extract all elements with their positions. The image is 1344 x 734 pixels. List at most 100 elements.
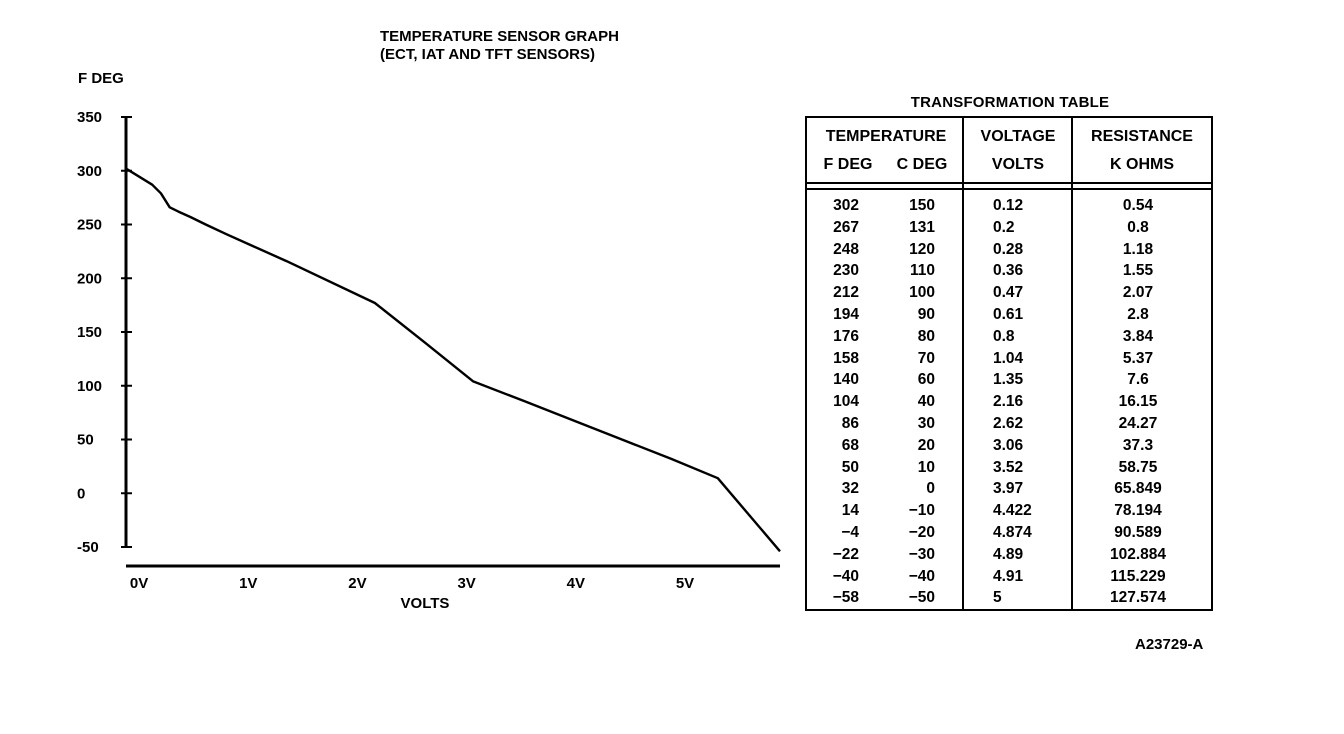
figure-id: A23729-A	[1135, 636, 1204, 653]
cell-f-deg: 86	[841, 414, 859, 432]
table-row: 302 150 0.12 0.54	[807, 197, 1211, 219]
cell-resistance: 16.15	[1118, 393, 1158, 411]
table-row: 104 40 2.16 16.15	[807, 393, 1211, 415]
table-divider	[962, 118, 964, 609]
y-tick-label: 100	[77, 378, 102, 395]
cell-c-deg: 10	[917, 458, 935, 476]
cell-resistance: 24.27	[1118, 414, 1158, 432]
table-title: TRANSFORMATION TABLE	[910, 94, 1110, 111]
table-row: 50 10 3.52 58.75	[807, 459, 1211, 481]
cell-f-deg: 104	[833, 393, 859, 411]
cell-voltage: 0.8	[993, 327, 1015, 345]
cell-f-deg: 50	[841, 458, 859, 476]
table-row: 32 0 3.97 65.849	[807, 480, 1211, 502]
cell-c-deg: 80	[917, 327, 935, 345]
cell-voltage: 4.89	[993, 545, 1024, 563]
table-row: 194 90 0.61 2.8	[807, 306, 1211, 328]
cell-f-deg: 248	[833, 240, 859, 258]
cell-voltage: 0.12	[993, 197, 1024, 214]
cell-c-deg: 0	[926, 480, 935, 498]
cell-voltage: 4.422	[993, 502, 1032, 520]
cell-voltage: 1.35	[993, 371, 1024, 389]
cell-resistance: 2.8	[1127, 305, 1149, 323]
cell-c-deg: 131	[909, 218, 935, 236]
header-f-deg: F DEG	[823, 156, 873, 173]
cell-c-deg: 60	[917, 371, 935, 389]
cell-voltage: 0.61	[993, 305, 1024, 323]
cell-resistance: 65.849	[1114, 480, 1162, 498]
table-row: −4 −20 4.874 90.589	[807, 524, 1211, 546]
cell-voltage: 2.62	[993, 414, 1024, 432]
cell-f-deg: 68	[841, 436, 859, 454]
table-row: 176 80 0.8 3.84	[807, 328, 1211, 350]
transformation-table: TEMPERATURE F DEG C DEG VOLTAGE VOLTS RE…	[805, 116, 1213, 611]
x-tick-label: 4V	[567, 575, 585, 592]
header-c-deg: C DEG	[896, 156, 948, 173]
y-axis-label: F DEG	[78, 70, 124, 87]
table-row: 267 131 0.2 0.8	[807, 219, 1211, 241]
cell-f-deg: −40	[832, 567, 859, 585]
cell-resistance: 37.3	[1122, 436, 1154, 454]
cell-f-deg: 158	[833, 349, 859, 367]
x-tick-label: 3V	[457, 575, 475, 592]
cell-f-deg: 32	[841, 480, 859, 498]
y-tick-label: 200	[77, 270, 102, 287]
cell-resistance: 58.75	[1118, 458, 1158, 476]
cell-resistance: 5.37	[1122, 349, 1154, 367]
cell-resistance: 90.589	[1114, 523, 1162, 541]
x-axis-label: VOLTS	[401, 595, 450, 612]
x-tick-label: 0V	[130, 575, 148, 592]
cell-resistance: 115.229	[1110, 567, 1166, 585]
cell-voltage: 1.04	[993, 349, 1024, 367]
temperature-sensor-chart: F DEG 350 300 250 200 150 100 50 0 -50 0V 1V 2V 3V 4V 5…	[77, 70, 781, 612]
table-row: −58 −50 5 127.574	[807, 589, 1211, 611]
cell-f-deg: 212	[833, 284, 859, 302]
cell-voltage: 3.97	[993, 480, 1024, 498]
table-row: 158 70 1.04 5.37	[807, 350, 1211, 372]
table-row: −40 −40 4.91 115.229	[807, 568, 1211, 590]
cell-voltage: 4.874	[993, 523, 1032, 541]
cell-voltage: 0.47	[993, 284, 1024, 302]
cell-c-deg: −50	[908, 589, 935, 607]
y-tick-label: 150	[77, 324, 102, 341]
cell-resistance: 102.884	[1109, 545, 1167, 563]
cell-voltage: 0.2	[993, 218, 1015, 236]
series-line	[125, 167, 781, 553]
cell-c-deg: −40	[908, 567, 935, 585]
cell-f-deg: 194	[833, 305, 859, 323]
cell-resistance: 127.574	[1109, 589, 1167, 607]
x-tick-label: 2V	[348, 575, 366, 592]
cell-c-deg: 30	[917, 414, 935, 432]
y-tick-label: 350	[77, 109, 102, 126]
y-tick-label: 50	[77, 432, 94, 449]
cell-f-deg: −22	[832, 545, 859, 563]
cell-voltage: 0.36	[993, 262, 1024, 280]
table-row: 68 20 3.06 37.3	[807, 437, 1211, 459]
cell-voltage: 0.28	[993, 240, 1024, 258]
table-row: 248 120 0.28 1.18	[807, 241, 1211, 263]
cell-resistance: 2.07	[1122, 284, 1154, 302]
cell-voltage: 5	[993, 589, 1002, 607]
y-tick-label: 250	[77, 217, 102, 234]
table-header-rule	[807, 188, 1211, 190]
chart-subtitle: (ECT, IAT AND TFT SENSORS)	[380, 46, 595, 63]
table-row: 140 60 1.35 7.6	[807, 371, 1211, 393]
header-temperature: TEMPERATURE	[825, 128, 947, 145]
header-voltage: VOLTAGE	[980, 128, 1056, 145]
cell-f-deg: 176	[833, 327, 859, 345]
cell-voltage: 2.16	[993, 393, 1024, 411]
header-resistance: RESISTANCE	[1091, 128, 1193, 145]
table-divider	[1071, 118, 1073, 609]
cell-f-deg: −58	[832, 589, 859, 607]
cell-f-deg: 14	[841, 502, 859, 520]
cell-f-deg: 230	[833, 262, 859, 280]
cell-resistance: 3.84	[1122, 327, 1154, 345]
header-volts: VOLTS	[991, 156, 1045, 173]
header-k-ohms: K OHMS	[1110, 156, 1174, 173]
x-tick-label: 1V	[239, 575, 257, 592]
chart-title-line: TEMPERATURE SENSOR GRAPH	[380, 28, 619, 45]
cell-c-deg: 120	[909, 240, 935, 258]
cell-voltage: 3.52	[993, 458, 1024, 476]
table-header-rule	[807, 182, 1211, 184]
y-tick-label: -50	[77, 539, 99, 556]
